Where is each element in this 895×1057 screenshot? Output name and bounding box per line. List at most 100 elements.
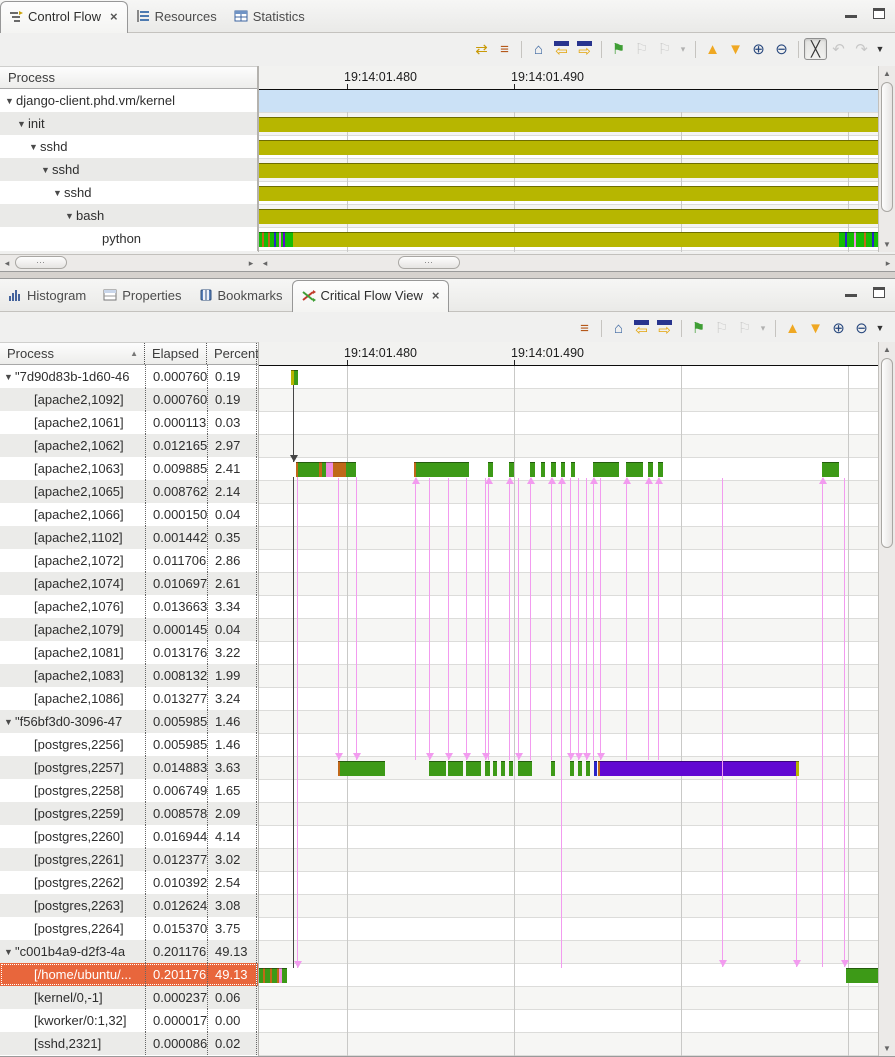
state-bar-usermode_green[interactable] (648, 462, 653, 477)
state-bar-usermode_green[interactable] (551, 761, 555, 776)
column-header-elapsed[interactable]: Elapsed (145, 343, 207, 364)
align-views-icon[interactable]: ⇄ (470, 38, 493, 60)
state-bar-usermode_bright_green[interactable] (866, 232, 872, 247)
table-row[interactable]: ▼ "7d90d83b-1d60-46 0.000760 0.19 (0, 365, 258, 388)
state-bar-usermode_green[interactable] (822, 462, 839, 477)
twisty-expanded-icon[interactable]: ▼ (5, 95, 14, 106)
table-row[interactable]: [kworker/0:1,32] 0.000017 0.00 (0, 1009, 258, 1032)
state-bar-usermode_green[interactable] (466, 761, 481, 776)
state-bar-usermode_green[interactable] (846, 968, 878, 983)
table-row[interactable]: [apache2,1076] 0.013663 3.34 (0, 595, 258, 618)
state-bar-usermode_green[interactable] (501, 761, 505, 776)
previous-process-icon[interactable]: ▲ (701, 38, 724, 60)
table-row[interactable]: [kernel/0,-1] 0.000237 0.06 (0, 986, 258, 1009)
next-process-icon[interactable]: ▼ (804, 317, 827, 339)
scrollbar-thumb[interactable] (881, 82, 893, 212)
select-previous-event-icon[interactable]: ⇦ (630, 317, 653, 339)
tree-row-sshd[interactable]: ▼ sshd (0, 181, 257, 204)
table-row[interactable]: [apache2,1063] 0.009885 2.41 (0, 457, 258, 480)
table-row[interactable]: [apache2,1065] 0.008762 2.14 (0, 480, 258, 503)
state-bar-blocked_purple[interactable] (283, 232, 285, 247)
twisty-expanded-icon[interactable]: ▼ (4, 946, 13, 957)
zoom-out-icon[interactable]: ⊖ (770, 38, 793, 60)
table-row[interactable]: [apache2,1079] 0.000145 0.04 (0, 618, 258, 641)
maximize-icon[interactable] (873, 287, 885, 298)
state-bar-preempted_pink[interactable] (279, 232, 281, 247)
chart-hscrollbar[interactable]: ◂ ⋯ ▸ (258, 254, 895, 271)
tree-row-sshd[interactable]: ▼ sshd (0, 158, 257, 181)
state-bar-preempted_pink[interactable] (279, 968, 282, 983)
tab-bookmarks[interactable]: Bookmarks (191, 281, 292, 311)
state-bar-blocked_blue[interactable] (274, 232, 276, 247)
twisty-expanded-icon[interactable]: ▼ (65, 210, 74, 221)
state-bar-preempted_pink[interactable] (854, 232, 856, 247)
scrollbar-thumb[interactable] (881, 358, 893, 548)
state-bar-syscall_olive[interactable] (259, 140, 878, 155)
tab-properties[interactable]: Properties (95, 281, 190, 311)
twisty-expanded-icon[interactable]: ▼ (29, 141, 38, 152)
scrollbar-thumb[interactable]: ⋯ (398, 256, 460, 269)
state-bar-usermode_green[interactable] (530, 462, 535, 477)
next-marker-icon[interactable]: ⚐ (733, 317, 756, 339)
tree-row-init[interactable]: ▼ init (0, 112, 257, 135)
process-column-header[interactable]: Process (0, 66, 257, 89)
scroll-down-icon[interactable]: ▼ (883, 1044, 891, 1053)
scroll-up-icon[interactable]: ▲ (883, 345, 891, 354)
state-bar-usermode_green[interactable] (551, 462, 556, 477)
scroll-right-icon[interactable]: ▸ (248, 258, 254, 268)
state-bar-interrupted_orange[interactable] (864, 232, 866, 247)
table-row[interactable]: [postgres,2263] 0.012624 3.08 (0, 894, 258, 917)
state-bar-usermode_green[interactable] (429, 761, 446, 776)
state-bar-usermode_bright_green[interactable] (276, 232, 279, 247)
next-marker-icon[interactable]: ⚐ (653, 38, 676, 60)
state-bar-interrupted_orange[interactable] (268, 232, 270, 247)
state-bar-usermode_green[interactable] (493, 761, 497, 776)
state-bar-usermode_green[interactable] (541, 462, 545, 477)
state-bar-preempted_pink[interactable] (326, 462, 333, 477)
tab-critical-flow-view[interactable]: Critical Flow View × (291, 280, 450, 312)
state-bar-usermode_green[interactable] (509, 761, 513, 776)
scroll-right-icon[interactable]: ▸ (885, 258, 891, 268)
zoom-out-icon[interactable]: ⊖ (850, 317, 873, 339)
tree-row-django-client.phd.vm/kernel[interactable]: ▼ django-client.phd.vm/kernel (0, 89, 257, 112)
next-process-icon[interactable]: ▼ (724, 38, 747, 60)
top-chart-vscrollbar[interactable]: ▲ ▼ (878, 66, 895, 252)
table-row[interactable]: [postgres,2261] 0.012377 3.02 (0, 848, 258, 871)
zoom-in-icon[interactable]: ⊕ (747, 38, 770, 60)
state-bar-usermode_green[interactable] (578, 761, 582, 776)
table-row[interactable]: [sshd,2321] 0.000086 0.02 (0, 1032, 258, 1055)
state-bar-interrupted_orange[interactable] (270, 968, 272, 983)
scroll-up-icon[interactable]: ▲ (883, 69, 891, 78)
table-row[interactable]: [apache2,1092] 0.000760 0.19 (0, 388, 258, 411)
state-bar-syscall_olive[interactable] (259, 117, 878, 132)
state-bar-interrupted_orange[interactable] (262, 232, 264, 247)
previous-marker-icon[interactable]: ⚐ (710, 317, 733, 339)
state-bar-usermode_bright_green[interactable] (270, 232, 274, 247)
marker-menu-caret-icon[interactable]: ▾ (676, 38, 690, 60)
table-row[interactable]: [apache2,1083] 0.008132 1.99 (0, 664, 258, 687)
table-row[interactable]: [apache2,1072] 0.011706 2.86 (0, 549, 258, 572)
state-bar-usermode_green[interactable] (294, 370, 298, 385)
state-bar-blocked_blue[interactable] (594, 761, 597, 776)
state-bar-usermode_bright_green[interactable] (839, 232, 845, 247)
scroll-left-icon[interactable]: ◂ (4, 258, 10, 268)
state-bar-syscall_olive[interactable] (259, 163, 878, 178)
state-bar-usermode_bright_green[interactable] (264, 232, 268, 247)
state-bar-blocked_blue[interactable] (872, 232, 874, 247)
state-bar-usermode_bright_green[interactable] (285, 232, 293, 247)
scroll-down-icon[interactable]: ▼ (883, 240, 891, 249)
select-next-event-icon[interactable]: ⇨ (573, 38, 596, 60)
state-bar-blocked_blue[interactable] (845, 232, 847, 247)
state-bar-usermode_green[interactable] (518, 761, 532, 776)
state-bar-syscall_olive[interactable] (293, 232, 839, 247)
twisty-expanded-icon[interactable]: ▼ (4, 371, 13, 382)
state-bar-usermode_green[interactable] (298, 462, 319, 477)
state-bar-usermode_green[interactable] (626, 462, 643, 477)
table-row[interactable]: ▼ "f56bf3d0-3096-47 0.005985 1.46 (0, 710, 258, 733)
state-bar-interrupted_orange[interactable] (319, 462, 322, 477)
minimize-icon[interactable] (845, 293, 857, 297)
state-bar-usermode_green[interactable] (571, 462, 575, 477)
control-flow-chart[interactable]: 19:14:01.480 19:14:01.490 (258, 66, 878, 252)
previous-process-icon[interactable]: ▲ (781, 317, 804, 339)
state-bar-interrupted_orange[interactable] (338, 761, 340, 776)
